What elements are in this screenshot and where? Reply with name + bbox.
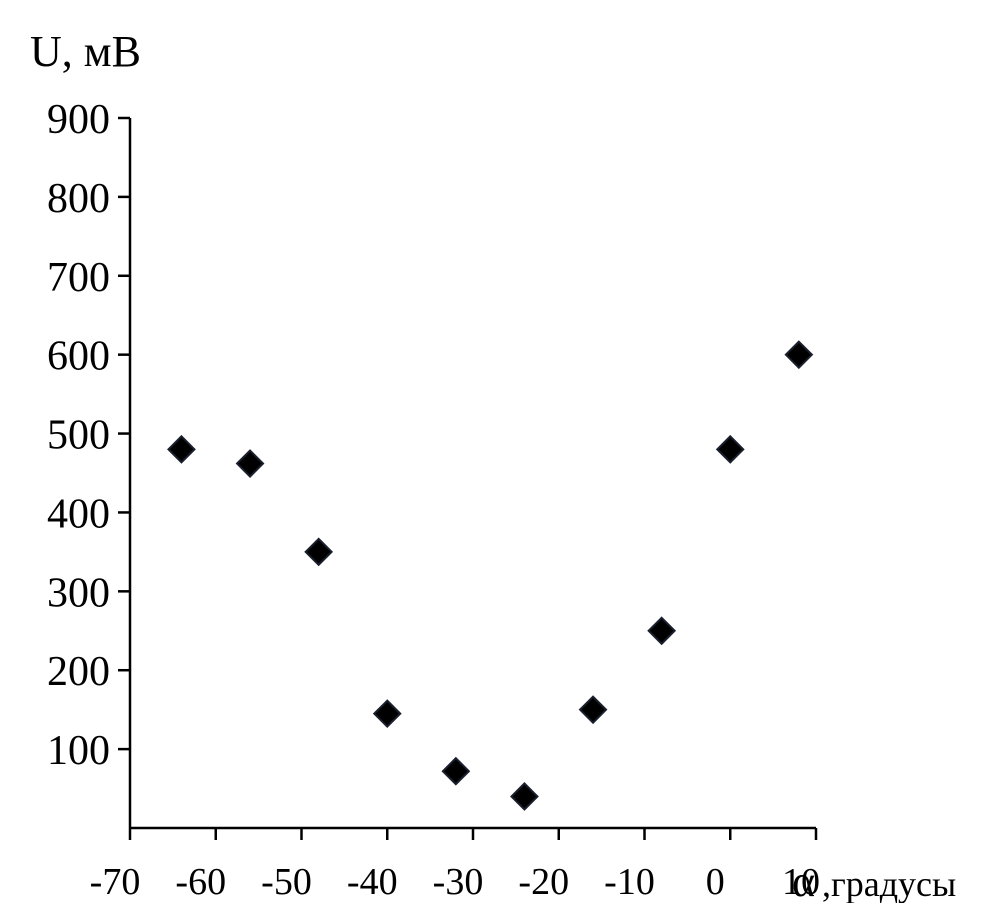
x-tick-label: -70 (90, 861, 141, 903)
y-tick-label: 500 (47, 413, 110, 459)
data-points (167, 340, 814, 811)
data-point (510, 782, 539, 811)
x-tick-label: 10 (782, 861, 820, 903)
data-point (304, 537, 334, 567)
y-axis-label: U, мВ (30, 27, 141, 76)
data-point (647, 616, 677, 646)
data-point (441, 756, 471, 786)
x-tick-label: -50 (261, 861, 312, 903)
data-point (784, 340, 814, 370)
axes (118, 116, 818, 840)
y-tick-label: 600 (47, 334, 110, 380)
data-point (167, 434, 196, 464)
data-point (578, 695, 608, 725)
data-point (715, 434, 745, 464)
data-point (372, 699, 402, 729)
y-tick-label: 700 (47, 255, 110, 301)
x-tick-label: -20 (518, 861, 569, 903)
x-tick-label: 0 (706, 861, 725, 903)
data-point (235, 449, 265, 478)
y-tick-label: 800 (47, 176, 110, 222)
x-tick-label: -60 (175, 861, 226, 903)
y-tick-label: 400 (47, 491, 110, 537)
x-tick-label: -10 (604, 861, 655, 903)
x-axis-label-unit: ,градусы (822, 864, 956, 903)
y-tick-label: 900 (47, 97, 110, 143)
x-tick-label: -40 (347, 861, 398, 903)
x-axis-label-alpha: α (792, 857, 815, 903)
y-tick-label: 200 (47, 649, 110, 695)
y-tick-label: 300 (47, 570, 110, 616)
x-tick-label: -30 (433, 861, 484, 903)
y-tick-label: 100 (47, 728, 110, 774)
